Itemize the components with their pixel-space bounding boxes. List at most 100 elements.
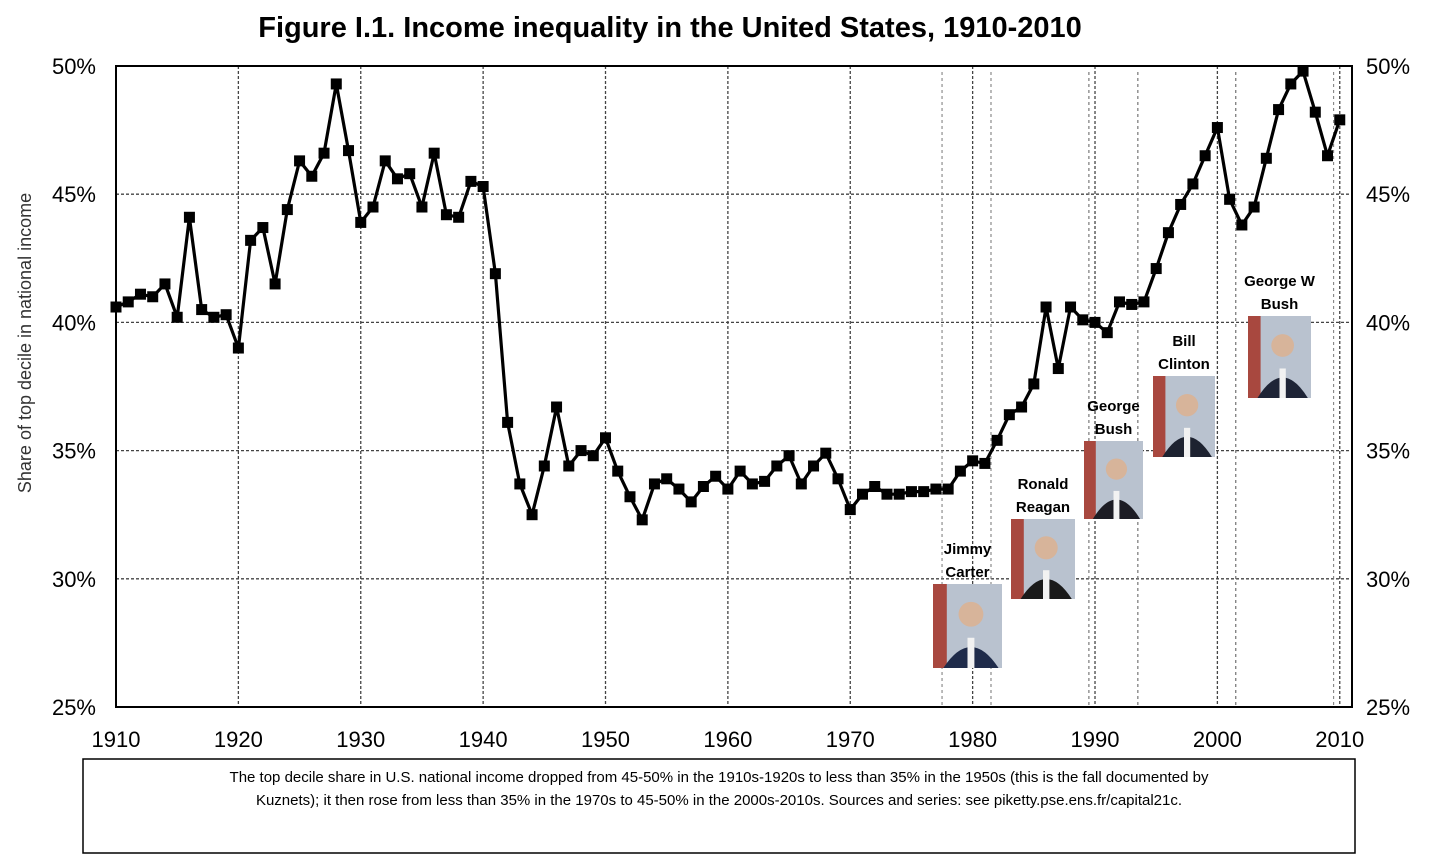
flag-backdrop	[933, 584, 947, 668]
portrait-shirt	[1184, 427, 1191, 457]
portrait-bush	[1084, 441, 1143, 519]
data-point-1918	[208, 311, 220, 323]
data-point-1919	[220, 309, 232, 321]
data-point-1991	[1101, 327, 1113, 339]
data-point-1917	[196, 304, 208, 316]
president-label: George	[1087, 398, 1140, 415]
data-point-1953	[636, 514, 648, 526]
y-tick-label-right: 30%	[1366, 567, 1410, 592]
president-label: Bill	[1172, 333, 1195, 350]
data-point-1952	[624, 491, 636, 503]
data-point-1947	[563, 460, 575, 472]
caption-line: Kuznets); it then rose from less than 35…	[256, 792, 1182, 809]
data-point-1956	[673, 483, 685, 495]
data-point-1966	[795, 478, 807, 490]
flag-backdrop	[1011, 519, 1024, 599]
y-tick-label-right: 35%	[1366, 439, 1410, 464]
data-point-1939	[465, 175, 477, 187]
x-tick-label: 1990	[1071, 727, 1120, 752]
portrait-gwbush	[1248, 316, 1311, 398]
flag-backdrop	[1084, 441, 1096, 519]
y-tick-label-left: 45%	[52, 182, 96, 207]
data-point-1957	[685, 496, 697, 508]
data-point-1968	[820, 447, 832, 459]
data-point-1959	[710, 470, 722, 482]
data-point-1945	[538, 460, 550, 472]
data-point-1996	[1162, 227, 1174, 239]
data-point-1930	[355, 216, 367, 228]
x-tick-label: 1960	[703, 727, 752, 752]
y-tick-label-left: 50%	[52, 54, 96, 79]
data-point-1955	[661, 473, 673, 485]
data-point-1936	[428, 147, 440, 159]
data-point-1924	[281, 204, 293, 216]
data-point-1950	[600, 432, 612, 444]
data-point-1920	[232, 342, 244, 354]
data-point-1997	[1175, 198, 1187, 210]
president-label: George W	[1244, 273, 1316, 290]
data-point-1977	[930, 483, 942, 495]
data-point-1910	[110, 301, 122, 313]
x-tick-label: 2010	[1315, 727, 1364, 752]
flag-backdrop	[1153, 376, 1166, 457]
president-label: Clinton	[1158, 356, 1210, 373]
data-point-2000	[1211, 122, 1223, 134]
data-point-1928	[330, 78, 342, 90]
y-tick-label-right: 50%	[1366, 54, 1410, 79]
chart-title: Figure I.1. Income inequality in the Uni…	[258, 12, 1082, 44]
data-point-1937	[440, 209, 452, 221]
portrait-face	[958, 601, 984, 627]
data-point-2010	[1334, 114, 1346, 126]
data-point-1921	[245, 234, 257, 246]
data-point-1990	[1089, 316, 1101, 328]
data-point-1995	[1150, 263, 1162, 275]
data-point-1942	[502, 416, 514, 428]
x-tick-label: 1980	[948, 727, 997, 752]
data-point-1992	[1113, 296, 1125, 308]
data-point-1914	[159, 278, 171, 290]
x-tick-label: 1920	[214, 727, 263, 752]
data-point-2004	[1260, 152, 1272, 164]
data-point-1964	[771, 460, 783, 472]
data-point-2008	[1309, 106, 1321, 118]
data-point-1983	[1003, 409, 1015, 421]
data-point-1969	[832, 473, 844, 485]
data-point-1944	[526, 509, 538, 521]
data-point-1967	[808, 460, 820, 472]
data-point-1912	[134, 288, 146, 300]
data-point-1954	[648, 478, 660, 490]
plot-frame	[115, 65, 1353, 708]
data-point-1978	[942, 483, 954, 495]
x-tick-label: 1910	[92, 727, 141, 752]
data-point-1932	[379, 155, 391, 167]
president-label: Reagan	[1016, 499, 1070, 516]
y-tick-label-left: 35%	[52, 439, 96, 464]
data-point-1927	[318, 147, 330, 159]
data-point-1971	[856, 488, 868, 500]
portrait-face	[1175, 394, 1199, 417]
data-point-1982	[991, 434, 1003, 446]
data-point-1926	[306, 170, 318, 182]
data-point-1951	[612, 465, 624, 477]
data-point-1961	[734, 465, 746, 477]
data-point-1975	[905, 486, 917, 498]
data-point-1934	[404, 168, 416, 180]
data-point-1998	[1187, 178, 1199, 190]
portrait-face	[1271, 334, 1294, 357]
x-tick-label: 2000	[1193, 727, 1242, 752]
grid-lines	[116, 66, 1352, 707]
data-point-1979	[954, 465, 966, 477]
data-point-1923	[269, 278, 281, 290]
portrait-shirt	[1113, 490, 1120, 519]
data-point-1981	[979, 457, 991, 469]
data-point-1989	[1077, 314, 1089, 326]
portrait-carter	[933, 584, 1002, 668]
president-label: Jimmy	[944, 541, 992, 558]
data-point-2003	[1248, 201, 1260, 213]
president-label: Ronald	[1018, 476, 1069, 493]
data-point-1987	[1052, 363, 1064, 375]
president-annotations: Jimmy Carter Ronald Reagan George Bush Bill Cli…	[933, 273, 1316, 668]
data-point-1985	[1028, 378, 1040, 390]
portrait-face	[1034, 536, 1058, 560]
data-point-1962	[746, 478, 758, 490]
